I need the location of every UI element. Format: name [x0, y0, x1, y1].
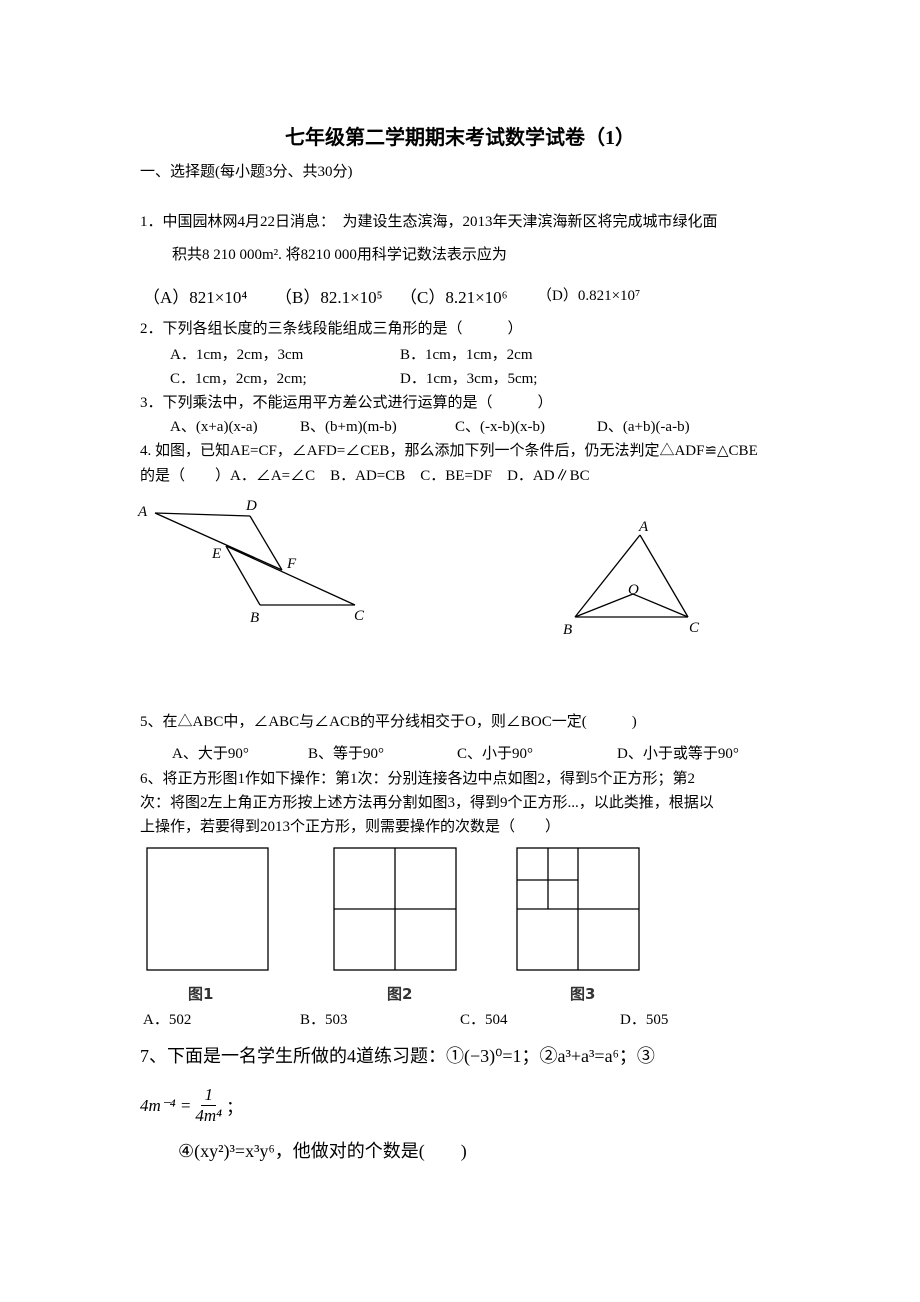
- option: C．504: [460, 1012, 508, 1028]
- q-line: 的是（ ）A．∠A=∠C B．AD=CB C．BE=DF D．AD∥BC: [140, 468, 590, 484]
- formula: 4m⁻⁴ = 1 4m⁴ ；: [140, 1085, 243, 1126]
- q-line: 5、在△ABC中，∠ABC与∠ACB的平分线相交于O，则∠BOC一定( ): [140, 714, 637, 730]
- option: D、小于或等于90°: [617, 746, 739, 762]
- point-label: A: [638, 519, 649, 535]
- option: D．1cm，3cm，5cm;: [400, 371, 538, 387]
- edge: [225, 545, 356, 606]
- option: C、小于90°: [457, 746, 534, 762]
- edge: [574, 534, 641, 618]
- q-line: 上操作，若要得到2013个正方形，则需要操作的次数是（ ）: [140, 819, 561, 835]
- q-line: 7、下面是一名学生所做的4道练习题：①(−3)⁰=1；②a³+a³=a⁶；③: [140, 1046, 655, 1066]
- edge: [154, 512, 251, 517]
- option: （B）82.1×10⁵: [275, 288, 383, 307]
- point-label: A: [137, 504, 148, 520]
- option: B、(b+m)(m-b): [300, 419, 397, 435]
- point-label: E: [211, 546, 221, 562]
- formula-left: 4m⁻⁴ =: [140, 1095, 192, 1115]
- q-line: 1．中国园林网4月22日消息： 为建设生态滨海，2013年天津滨海新区将完成城市…: [140, 214, 718, 230]
- figure-quadrilateral: A D E F B C: [137, 498, 365, 626]
- option: （A）821×10⁴: [143, 288, 248, 307]
- edge: [154, 512, 283, 571]
- formula-end: ；: [226, 1098, 244, 1117]
- figure-triangle: A O B C: [563, 519, 700, 638]
- figure-squares: [146, 847, 640, 971]
- option: C．1cm，2cm，2cm;: [170, 371, 307, 387]
- option: （D）0.821×10⁷: [537, 288, 641, 304]
- option: （C）8.21×10⁶: [400, 288, 508, 307]
- square: [146, 847, 269, 971]
- point-label: D: [245, 498, 257, 514]
- option: A．502: [143, 1012, 192, 1028]
- option: A．1cm，2cm，3cm: [170, 347, 304, 363]
- option: D．505: [620, 1012, 669, 1028]
- option: A、(x+a)(x-a): [170, 419, 258, 435]
- point-label: B: [250, 610, 259, 626]
- figure-caption: 图3: [570, 985, 596, 1003]
- q-line: 6、将正方形图1作如下操作：第1次：分别连接各边中点如图2，得到5个正方形；第2: [140, 771, 696, 787]
- denominator: 4m⁴: [195, 1106, 223, 1125]
- option: C、(-x-b)(x-b): [455, 419, 545, 435]
- option: A、大于90°: [172, 746, 249, 762]
- option: B．503: [300, 1012, 348, 1028]
- point-label: F: [286, 556, 297, 572]
- title: 七年级第二学期期末考试数学试卷（1）: [285, 127, 635, 149]
- section: 一、选择题(每小题3分、共30分): [140, 164, 353, 180]
- figure-caption: 图1: [188, 985, 214, 1003]
- point-label: B: [563, 622, 572, 638]
- edge: [632, 593, 689, 618]
- q-line: 2．下列各组长度的三条线段能组成三角形的是（ ）: [140, 321, 523, 337]
- q-line: 积共8 210 000m². 将8210 000用科学记数法表示应为: [172, 247, 507, 263]
- option: B、等于90°: [308, 746, 385, 762]
- point-label: O: [628, 582, 639, 598]
- q-line: ④(xy²)³=x³y⁶，他做对的个数是( ): [178, 1141, 467, 1161]
- numerator: 1: [201, 1085, 216, 1106]
- option: B．1cm，1cm，2cm: [400, 347, 533, 363]
- q-line: 3．下列乘法中，不能运用平方差公式进行运算的是（ ）: [140, 395, 553, 411]
- fraction: 1 4m⁴: [195, 1085, 222, 1126]
- figure-caption: 图2: [387, 985, 413, 1003]
- option: D、(a+b)(-a-b): [597, 419, 690, 435]
- edge: [574, 593, 634, 618]
- point-label: C: [689, 620, 700, 636]
- edge: [639, 534, 689, 618]
- q-line: 4. 如图，已知AE=CF，∠AFD=∠CEB，那么添加下列一个条件后，仍无法判…: [140, 443, 758, 459]
- point-label: C: [354, 608, 365, 624]
- edge: [249, 515, 283, 571]
- q-line: 次：将图2左上角正方形按上述方法再分割如图3，得到9个正方形...，以此类推，根…: [140, 795, 714, 811]
- edge: [225, 545, 261, 606]
